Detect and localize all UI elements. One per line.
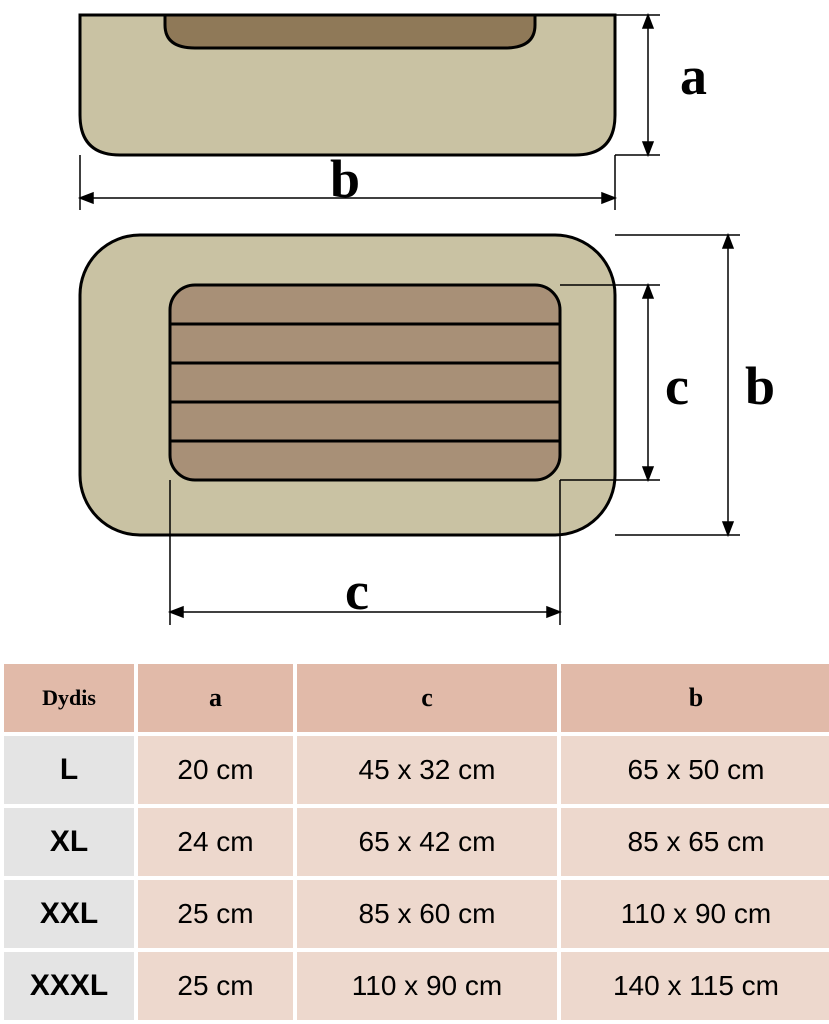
label-a: a <box>680 45 707 107</box>
cell-size: L <box>4 736 134 804</box>
label-b-height: b <box>745 355 775 417</box>
cell-a: 25 cm <box>138 880 293 948</box>
label-c-width: c <box>345 560 369 622</box>
cell-b: 85 x 65 cm <box>561 808 829 876</box>
cell-size: XXXL <box>4 952 134 1020</box>
col-header-b: b <box>561 664 829 732</box>
table-row: XL 24 cm 65 x 42 cm 85 x 65 cm <box>4 808 829 876</box>
label-c-height: c <box>665 355 689 417</box>
cell-c: 65 x 42 cm <box>297 808 557 876</box>
cell-c: 45 x 32 cm <box>297 736 557 804</box>
dimension-a <box>615 15 660 155</box>
dimension-diagram: a b c b c <box>0 0 829 660</box>
cell-a: 25 cm <box>138 952 293 1020</box>
table-row: L 20 cm 45 x 32 cm 65 x 50 cm <box>4 736 829 804</box>
size-table: Dydis a c b L 20 cm 45 x 32 cm 65 x 50 c… <box>0 660 829 1024</box>
col-header-a: a <box>138 664 293 732</box>
cell-b: 110 x 90 cm <box>561 880 829 948</box>
cell-c: 110 x 90 cm <box>297 952 557 1020</box>
top-inner <box>170 285 560 480</box>
cell-c: 85 x 60 cm <box>297 880 557 948</box>
table-row: XXL 25 cm 85 x 60 cm 110 x 90 cm <box>4 880 829 948</box>
table-header-row: Dydis a c b <box>4 664 829 732</box>
col-header-c: c <box>297 664 557 732</box>
cell-b: 140 x 115 cm <box>561 952 829 1020</box>
cell-b: 65 x 50 cm <box>561 736 829 804</box>
side-inner <box>165 15 535 48</box>
cell-a: 20 cm <box>138 736 293 804</box>
cell-size: XL <box>4 808 134 876</box>
table-row: XXXL 25 cm 110 x 90 cm 140 x 115 cm <box>4 952 829 1020</box>
cell-size: XXL <box>4 880 134 948</box>
cell-a: 24 cm <box>138 808 293 876</box>
col-header-size: Dydis <box>4 664 134 732</box>
label-b-side: b <box>330 148 360 210</box>
